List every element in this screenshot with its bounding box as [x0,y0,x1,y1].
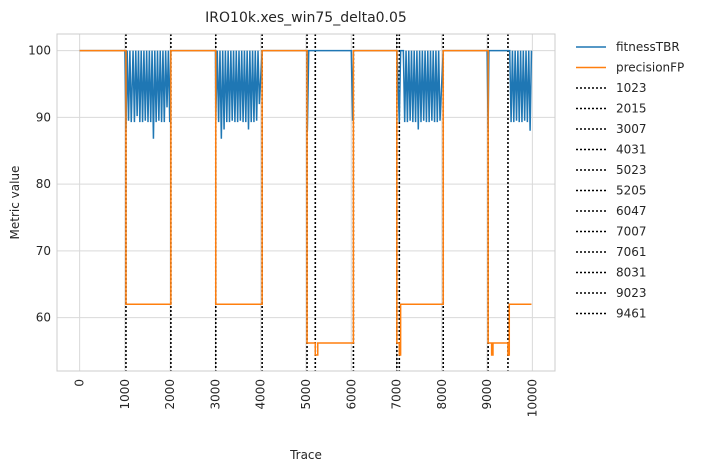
legend-label-fitnessTBR: fitnessTBR [616,40,680,54]
x-tick-label: 5000 [299,379,313,410]
y-tick-label: 60 [36,311,51,325]
x-tick-label: 7000 [390,379,404,410]
series-line-fitnessTBR [79,49,533,139]
y-tick-label: 80 [36,177,51,191]
y-tick-label: 90 [36,110,51,124]
legend-label-6047: 6047 [616,204,647,218]
x-tick-label: 1000 [118,379,132,410]
chart-title: IRO10k.xes_win75_delta0.05 [205,10,407,26]
tick-labels: 0 1000 2000 3000 4000 5000 6000 7000 8000 9000 100… [28,44,539,418]
plot-frame [56,33,556,372]
x-tick-label: 8000 [435,379,449,410]
legend-label-3007: 3007 [616,122,647,136]
series-lines [79,49,533,356]
legend-label-9023: 9023 [616,286,647,300]
x-tick-label: 9000 [480,379,494,410]
legend-label-8031: 8031 [616,266,647,280]
legend-label-precisionFP: precisionFP [616,61,684,75]
x-tick-label: 0 [73,379,87,387]
x-axis-label: Trace [289,448,322,462]
legend-label-7007: 7007 [616,225,647,239]
legend-label-5205: 5205 [616,184,647,198]
x-tick-label: 6000 [344,379,358,410]
legend-label-4031: 4031 [616,143,647,157]
legend-label-1023: 1023 [616,81,647,95]
x-tick-label: 4000 [254,379,268,410]
y-tick-label: 70 [36,244,51,258]
legend: fitnessTBR precisionFP 1023 2015 3007 4031 502… [576,40,684,321]
legend-label-9461: 9461 [616,307,647,321]
legend-label-7061: 7061 [616,245,647,259]
x-tick-label: 10000 [525,379,539,417]
x-tick-label: 3000 [208,379,222,410]
y-axis-label: Metric value [8,166,22,240]
legend-label-5023: 5023 [616,163,647,177]
x-tick-label: 2000 [163,379,177,410]
y-tick-label: 100 [28,44,51,58]
legend-label-2015: 2015 [616,102,647,116]
series-line-precisionFP [79,49,532,356]
